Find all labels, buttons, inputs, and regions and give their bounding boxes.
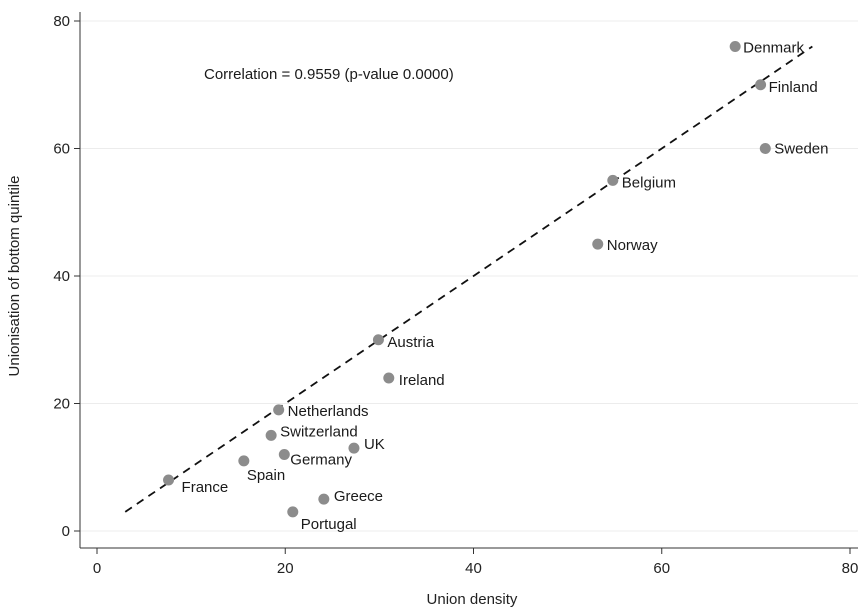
point-label-portugal: Portugal — [301, 516, 357, 533]
point-label-sweden: Sweden — [774, 141, 828, 158]
gridlines — [80, 20, 858, 532]
point-label-spain: Spain — [247, 467, 285, 484]
y-tick-label-60: 60 — [53, 141, 70, 158]
point-finland — [755, 79, 767, 91]
point-label-denmark: Denmark — [743, 40, 804, 57]
point-denmark — [729, 41, 741, 52]
point-label-france: France — [182, 479, 229, 496]
point-uk — [348, 442, 360, 454]
y-tick-label-40: 40 — [53, 268, 70, 285]
point-label-ireland: Ireland — [399, 372, 445, 389]
y-tick-label-0: 0 — [62, 523, 70, 540]
point-spain — [238, 455, 250, 467]
point-label-uk: UK — [364, 436, 385, 453]
y-tick-label-80: 80 — [53, 13, 70, 30]
point-norway — [592, 238, 604, 250]
point-label-greece: Greece — [334, 488, 383, 505]
x-tick-label-80: 80 — [842, 560, 859, 577]
fit-line — [124, 45, 813, 513]
data-points — [163, 41, 771, 518]
point-ireland — [383, 372, 395, 384]
point-germany — [278, 449, 290, 460]
correlation-annotation: Correlation = 0.9559 (p-value 0.0000) — [204, 66, 454, 83]
point-france — [163, 474, 175, 486]
point-label-belgium: Belgium — [622, 174, 676, 191]
point-label-switzerland: Switzerland — [280, 423, 358, 440]
y-axis-title: Unionisation of bottom quintile — [6, 176, 23, 377]
point-sweden — [759, 143, 771, 154]
x-axis-title: Union density — [427, 591, 518, 608]
point-label-finland: Finland — [769, 79, 818, 96]
y-tick-label-20: 20 — [53, 396, 70, 413]
point-labels: Denmark Finland Sweden Belgium Norway Austria… — [182, 40, 829, 533]
axes: 0 20 40 60 80 0 20 40 60 80 — [53, 12, 858, 577]
x-tick-label-0: 0 — [93, 560, 101, 577]
point-netherlands — [273, 404, 285, 416]
point-portugal — [287, 506, 299, 518]
point-label-austria: Austria — [387, 334, 434, 351]
point-label-germany: Germany — [290, 452, 352, 469]
x-tick-label-60: 60 — [653, 560, 670, 577]
point-switzerland — [265, 429, 277, 441]
point-greece — [318, 493, 330, 505]
x-tick-label-20: 20 — [277, 560, 294, 577]
point-label-netherlands: Netherlands — [288, 403, 369, 420]
point-label-norway: Norway — [607, 237, 658, 254]
x-tick-label-40: 40 — [465, 560, 482, 577]
fit-line-layer — [124, 45, 813, 513]
point-austria — [372, 334, 384, 346]
point-belgium — [607, 174, 619, 186]
